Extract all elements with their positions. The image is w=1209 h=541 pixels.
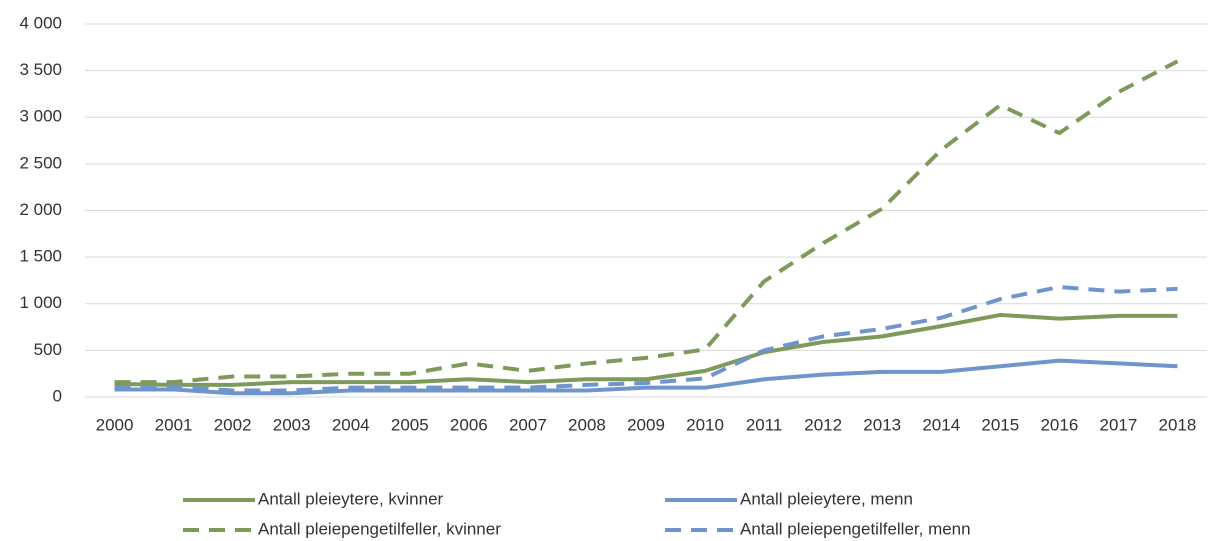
- y-tick-label: 0: [53, 386, 62, 405]
- y-tick-label: 3 000: [19, 107, 62, 126]
- x-tick-label: 2010: [686, 415, 724, 434]
- x-tick-label: 2005: [391, 415, 429, 434]
- legend-label: Antall pleieytere, kvinner: [258, 489, 444, 508]
- x-tick-label: 2003: [273, 415, 311, 434]
- legend-label: Antall pleiepengetilfeller, kvinner: [258, 519, 501, 538]
- series-line: [114, 284, 1178, 393]
- y-tick-label: 1 500: [19, 247, 62, 266]
- x-tick-label: 2000: [96, 415, 134, 434]
- x-tick-label: 2015: [981, 415, 1019, 434]
- series-line: [114, 312, 1178, 387]
- y-tick-label: 1 000: [19, 293, 62, 312]
- series-line: [114, 59, 1179, 385]
- y-tick-label: 500: [34, 340, 62, 359]
- x-tick-label: 2017: [1100, 415, 1138, 434]
- y-tick-label: 2 000: [19, 200, 62, 219]
- series-line: [114, 358, 1178, 396]
- legend-label: Antall pleieytere, menn: [740, 489, 913, 508]
- y-tick-label: 2 500: [19, 153, 62, 172]
- x-tick-label: 2013: [863, 415, 901, 434]
- x-tick-label: 2009: [627, 415, 665, 434]
- x-tick-label: 2006: [450, 415, 488, 434]
- x-tick-label: 2008: [568, 415, 606, 434]
- x-tick-label: 2018: [1159, 415, 1197, 434]
- x-tick-label: 2004: [332, 415, 370, 434]
- y-tick-label: 4 000: [19, 13, 62, 32]
- y-tick-label: 3 500: [19, 60, 62, 79]
- x-tick-label: 2012: [804, 415, 842, 434]
- x-tick-label: 2011: [746, 415, 783, 434]
- x-tick-label: 2016: [1040, 415, 1078, 434]
- x-tick-label: 2014: [922, 415, 960, 434]
- x-tick-label: 2007: [509, 415, 547, 434]
- legend-label: Antall pleiepengetilfeller, menn: [740, 519, 971, 538]
- x-tick-label: 2002: [214, 415, 252, 434]
- x-tick-label: 2001: [155, 415, 193, 434]
